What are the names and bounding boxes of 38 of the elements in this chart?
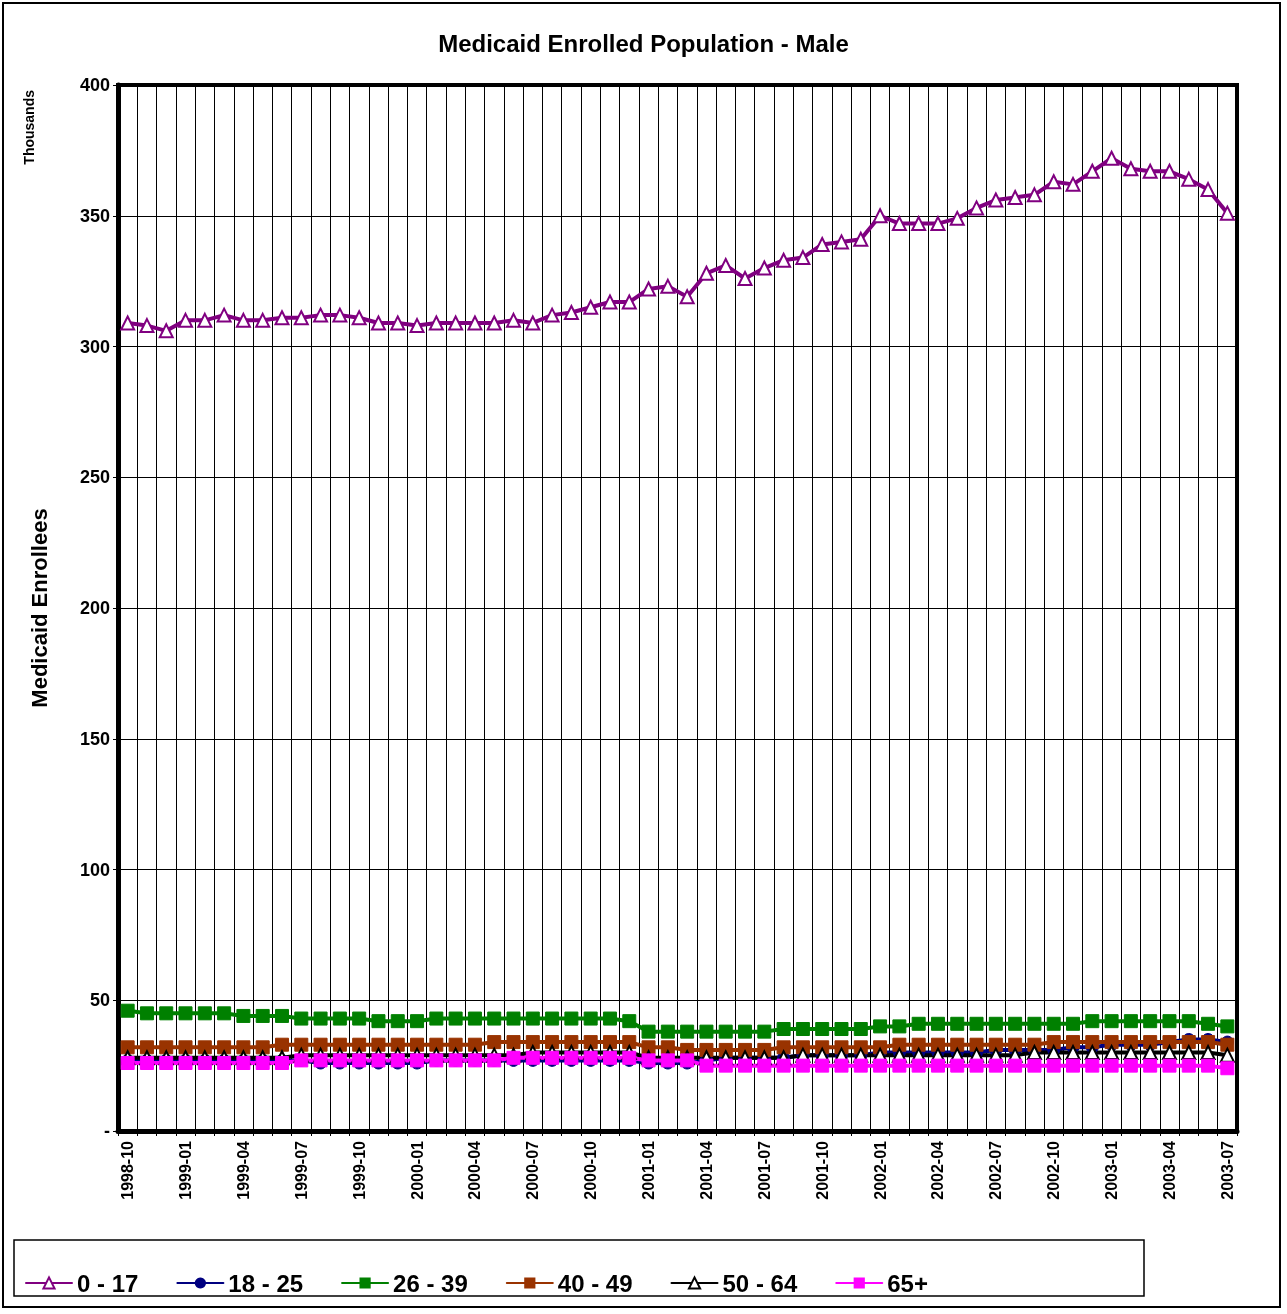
y-tick-label: 350 <box>79 205 110 226</box>
chart-title: Medicaid Enrolled Population - Male <box>438 29 849 57</box>
legend-label: 65+ <box>887 1269 928 1297</box>
y-tick-label: 300 <box>79 336 110 357</box>
x-tick-label: 1999-04 <box>234 1140 252 1200</box>
x-tick-label: 2001-01 <box>640 1140 658 1200</box>
legend-label: 40 - 49 <box>557 1269 633 1297</box>
x-tick-label: 1999-10 <box>350 1140 368 1200</box>
x-tick-label: 2000-01 <box>408 1140 426 1200</box>
text: Thousands <box>21 89 37 165</box>
x-tick-label: 1999-01 <box>177 1140 195 1200</box>
y-tick-label: 50 <box>89 990 110 1011</box>
y-tick-label: 150 <box>79 728 110 749</box>
y-tick-label: 100 <box>79 859 110 880</box>
x-tick-label: 2001-07 <box>755 1140 773 1200</box>
x-tick-label: 2002-04 <box>929 1140 947 1200</box>
y-tick-label: 200 <box>79 598 110 618</box>
y-tick-label: 400 <box>79 75 110 95</box>
legend-label: 0 - 17 <box>77 1269 139 1297</box>
x-tick-label: 2003-04 <box>1160 1140 1178 1200</box>
y-axis-title: Medicaid Enrollees <box>26 508 52 708</box>
x-tick-label: 1998-10 <box>119 1140 137 1200</box>
x-tick-label: 2003-01 <box>1103 1140 1121 1200</box>
x-tick-label: 2001-04 <box>697 1140 715 1200</box>
x-tick-label: 2000-04 <box>466 1140 484 1200</box>
x-tick-label: 2000-10 <box>582 1140 600 1200</box>
x-tick-label: 2002-10 <box>1045 1140 1063 1200</box>
legend-label: 18 - 25 <box>228 1269 304 1297</box>
y-tick-label: - <box>104 1121 110 1141</box>
x-tick-label: 2003-07 <box>1218 1140 1236 1200</box>
x-tick-label: 2002-07 <box>987 1140 1005 1200</box>
x-tick-label: 2000-07 <box>524 1140 542 1200</box>
y-tick-label: 250 <box>79 467 110 488</box>
x-tick-label: 2001-10 <box>813 1140 831 1200</box>
x-tick-label: 1999-07 <box>292 1140 310 1200</box>
legend-label: 50 - 64 <box>722 1269 798 1297</box>
x-tick-label: 2002-01 <box>871 1140 889 1200</box>
legend-label: 26 - 39 <box>393 1269 468 1297</box>
